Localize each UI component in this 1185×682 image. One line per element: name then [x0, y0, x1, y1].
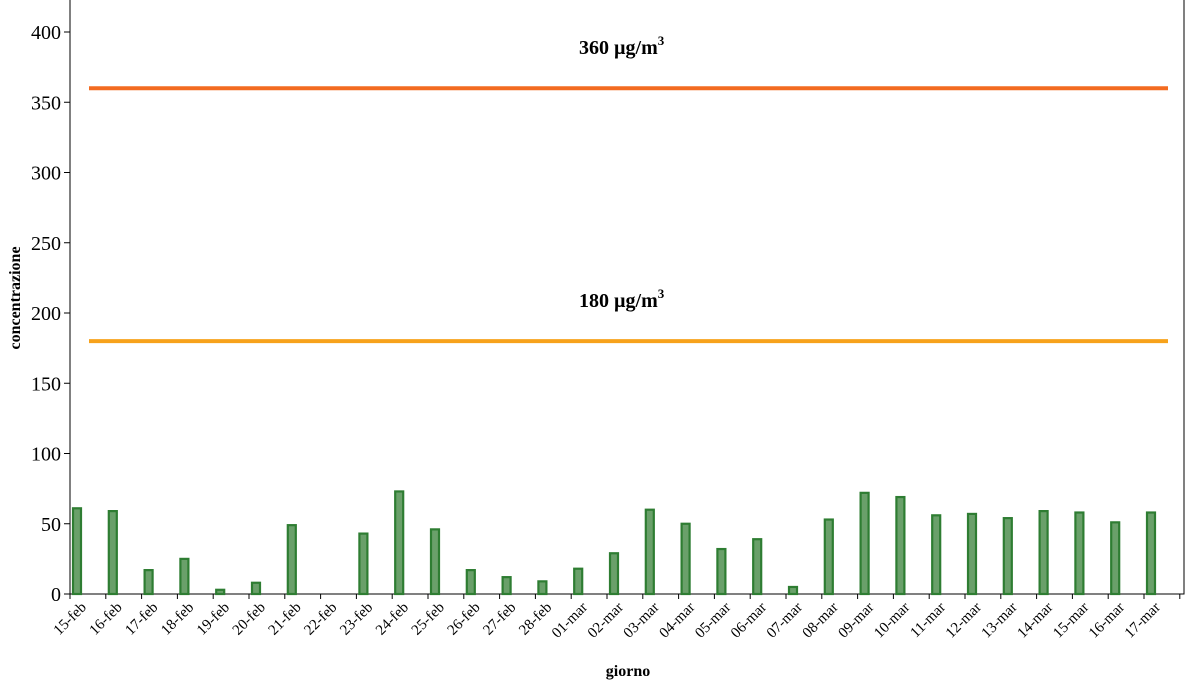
bar-02-mar [608, 552, 620, 596]
y-axis: 0 50 100 150 200 250 300 350 400 [31, 22, 70, 606]
x-tick-label: 03-mar [621, 600, 663, 642]
x-tick-label: 08-mar [800, 600, 842, 642]
x-tick-label: 16-feb [87, 600, 126, 639]
y-tick-label: 400 [31, 22, 61, 44]
bar-14-mar [1038, 510, 1049, 596]
x-tick-label: 14-mar [1014, 600, 1056, 642]
x-axis: 15-feb16-feb17-feb18-feb19-feb20-feb21-f… [51, 594, 1181, 642]
bar-13-mar [1002, 517, 1013, 596]
x-tick-label: 24-feb [373, 600, 412, 639]
bar-27-feb [501, 576, 512, 596]
x-tick-label: 17-feb [122, 600, 161, 639]
x-tick-label: 25-feb [409, 600, 448, 639]
x-tick-label: 15-mar [1050, 600, 1092, 642]
y-axis-title: concentrazione [7, 246, 24, 349]
bar-26-feb [465, 569, 476, 596]
bar-18-feb [179, 557, 190, 596]
x-tick-label: 06-mar [728, 600, 770, 642]
x-tick-label: 11-mar [907, 600, 949, 642]
x-tick-label: 21-feb [266, 600, 305, 639]
bar-20-feb [250, 581, 262, 596]
x-tick-label: 18-feb [158, 600, 197, 639]
bar-07-mar [787, 585, 799, 596]
plot-area [69, 0, 1185, 595]
x-tick-label: 13-mar [979, 600, 1021, 642]
x-tick-label: 23-feb [337, 600, 376, 639]
x-tick-label: 17-mar [1122, 600, 1164, 642]
x-tick-label: 27-feb [480, 600, 519, 639]
reference-label-180: 180 µg/m3 [579, 286, 665, 312]
bar-16-feb [107, 510, 118, 596]
bar-09-mar [859, 491, 870, 596]
bar-10-mar [895, 495, 906, 596]
y-tick-label: 250 [31, 233, 61, 255]
bar-17-mar [1145, 511, 1157, 596]
plot-frame [69, 0, 1185, 595]
x-tick-label: 19-feb [194, 600, 233, 639]
x-axis-title: giorno [606, 663, 650, 680]
bar-04-mar [680, 522, 691, 596]
x-tick-label: 20-feb [230, 600, 269, 639]
bar-15-mar [1074, 511, 1085, 596]
bars [71, 490, 1157, 596]
bar-21-feb [286, 524, 297, 596]
x-tick-label: 05-mar [692, 600, 734, 642]
bar-19-feb [215, 588, 226, 596]
bar-23-feb [358, 532, 369, 596]
reference-lines: 360 µg/m3 180 µg/m3 [89, 33, 1168, 344]
bar-28-feb [537, 580, 548, 596]
x-tick-label: 04-mar [656, 600, 698, 642]
y-tick-label: 100 [31, 444, 61, 466]
bar-15-feb [71, 507, 83, 596]
x-tick-label: 16-mar [1086, 600, 1128, 642]
y-tick-label: 200 [31, 303, 61, 325]
bar-11-mar [931, 514, 942, 596]
bar-24-feb [394, 490, 405, 596]
y-tick-label: 350 [31, 92, 61, 114]
bar-16-mar [1110, 521, 1121, 596]
bar-17-feb [143, 569, 154, 596]
y-tick-label: 0 [51, 584, 61, 606]
bar-01-mar [573, 567, 584, 596]
x-tick-label: 02-mar [585, 600, 627, 642]
y-tick-label: 50 [41, 514, 61, 536]
y-tick-label: 300 [31, 163, 61, 185]
x-tick-label: 10-mar [871, 600, 913, 642]
bar-03-mar [644, 508, 655, 596]
x-tick-label: 01-mar [549, 600, 591, 642]
y-tick-label: 150 [31, 373, 61, 395]
x-tick-label: 26-feb [445, 600, 484, 639]
x-tick-label: 07-mar [764, 600, 806, 642]
bar-08-mar [823, 518, 834, 596]
bar-25-feb [429, 528, 441, 596]
x-tick-label: 09-mar [835, 600, 877, 642]
x-tick-label: 22-feb [301, 600, 340, 639]
x-tick-label: 28-feb [516, 600, 555, 639]
bar-05-mar [716, 547, 727, 596]
x-tick-label: 12-mar [943, 600, 985, 642]
bar-12-mar [966, 512, 978, 596]
bar-06-mar [752, 538, 763, 596]
reference-label-360: 360 µg/m3 [579, 33, 665, 59]
